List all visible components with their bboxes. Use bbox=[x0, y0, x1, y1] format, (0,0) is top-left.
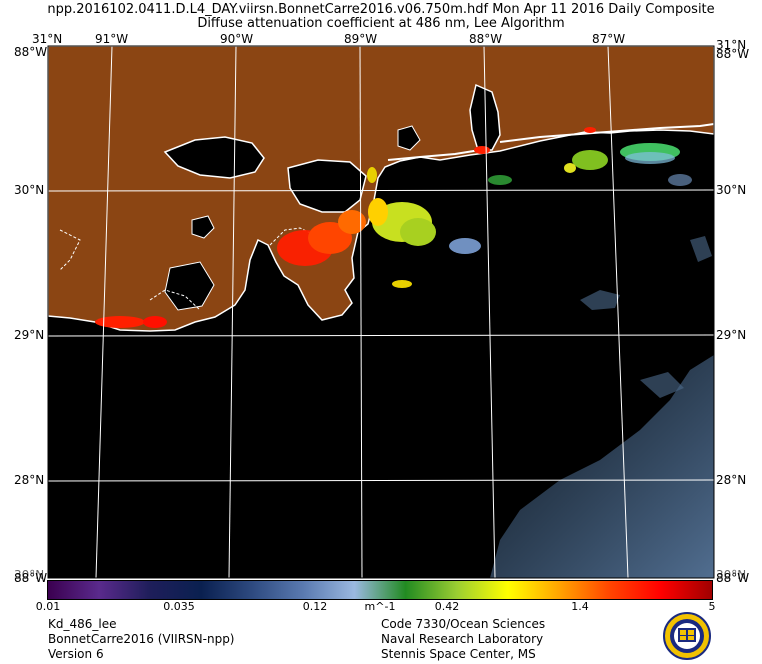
label-left-28n: 28°N bbox=[14, 473, 45, 487]
label-90w: 90°W bbox=[220, 32, 254, 46]
label-corner-br: 88°W bbox=[716, 571, 750, 585]
small-lake bbox=[191, 215, 215, 239]
label-89w: 89°W bbox=[344, 32, 378, 46]
footer-code: Code 7330/Ocean Sciences bbox=[381, 617, 546, 631]
label-left-30n: 30°N bbox=[14, 183, 45, 197]
header-title: npp.2016102.0411.D.L4_DAY.viirsn.BonnetC… bbox=[47, 2, 715, 17]
nrl-seal-icon bbox=[663, 612, 711, 660]
colorbar-tick-0: 0.01 bbox=[35, 600, 61, 613]
colorbar bbox=[47, 580, 713, 600]
cloud-patches bbox=[580, 236, 712, 398]
barataria-bay bbox=[164, 261, 215, 311]
label-corner-bl: 88°W bbox=[14, 571, 48, 585]
barrier-islands bbox=[387, 123, 714, 161]
label-87w: 87°W bbox=[592, 32, 626, 46]
graticule bbox=[48, 46, 714, 578]
colorbar-tick-2: 0.12 bbox=[302, 600, 328, 613]
label-right-28n: 28°N bbox=[716, 473, 747, 487]
footer-dataset: BonnetCarre2016 (VIIRSN-npp) bbox=[48, 632, 235, 646]
label-right-30n: 30°N bbox=[716, 183, 747, 197]
footer-product: Kd_486_lee bbox=[48, 617, 117, 631]
label-bottom-right-overlay: 30°N bbox=[716, 568, 747, 582]
label-left-29n: 29°N bbox=[14, 328, 45, 342]
colorbar-tick-5: 5 bbox=[708, 600, 716, 613]
label-right-29n: 29°N bbox=[716, 328, 747, 342]
st-louis-bay bbox=[397, 125, 421, 151]
footer-location: Stennis Space Center, MS bbox=[381, 647, 536, 661]
land-region bbox=[48, 46, 714, 332]
label-bottom-left-overlay: 30°N bbox=[14, 568, 45, 582]
lake-borgne bbox=[287, 159, 367, 213]
footer-version: Version 6 bbox=[48, 647, 104, 661]
footer-lab: Naval Research Laboratory bbox=[381, 632, 544, 646]
label-corner-tl: 88°W bbox=[14, 45, 48, 59]
lake-pontchartrain bbox=[163, 136, 265, 179]
colorbar-tick-3: 0.42 bbox=[434, 600, 460, 613]
label-top-right-31n: 31°N bbox=[716, 38, 747, 52]
label-top-31n: 31°N bbox=[32, 32, 63, 46]
label-corner-tr: 88°W bbox=[716, 47, 750, 61]
cloud-cover bbox=[490, 355, 714, 578]
colorbar-tick-4: 1.4 bbox=[571, 600, 589, 613]
colorbar-tick-1: 0.035 bbox=[163, 600, 195, 613]
header-subtitle: Diffuse attenuation coefficient at 486 n… bbox=[197, 16, 565, 31]
label-91w: 91°W bbox=[95, 32, 129, 46]
colorbar-unit: m^-1 bbox=[364, 600, 396, 613]
attenuation-plumes bbox=[95, 127, 692, 328]
label-88w: 88°W bbox=[469, 32, 503, 46]
